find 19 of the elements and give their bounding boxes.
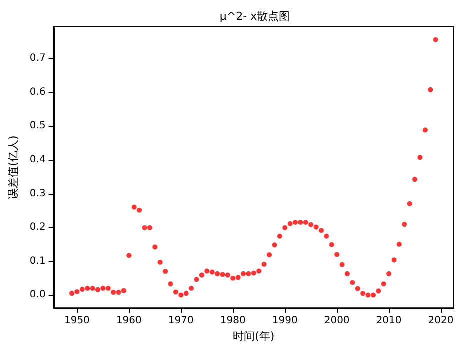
y-tick-label: 0.6 <box>30 86 46 98</box>
x-tick-label: 2000 <box>324 316 350 327</box>
y-tick-label: 0.3 <box>30 188 46 200</box>
x-tick-label: 1990 <box>272 316 298 327</box>
y-tick-label: 0.7 <box>30 52 46 64</box>
y-axis-title: 误差值(亿人) <box>7 136 20 200</box>
x-tick-label: 1950 <box>64 316 90 327</box>
x-axis-title: 时间(年) <box>233 330 275 343</box>
y-tick-label: 0.4 <box>30 154 46 166</box>
x-tick-label: 2020 <box>428 316 454 327</box>
x-tick-label: 1980 <box>220 316 246 327</box>
x-tick-label: 2010 <box>376 316 402 327</box>
y-tick-label: 0.1 <box>30 256 46 267</box>
y-tick-label: 0.0 <box>30 290 46 301</box>
chart-title: μ^2- x散点图 <box>220 10 290 23</box>
y-tick-label: 0.5 <box>30 120 46 132</box>
x-tick-label: 1960 <box>116 316 142 327</box>
x-tick-label: 1970 <box>168 316 194 327</box>
y-tick-label: 0.2 <box>30 222 46 234</box>
